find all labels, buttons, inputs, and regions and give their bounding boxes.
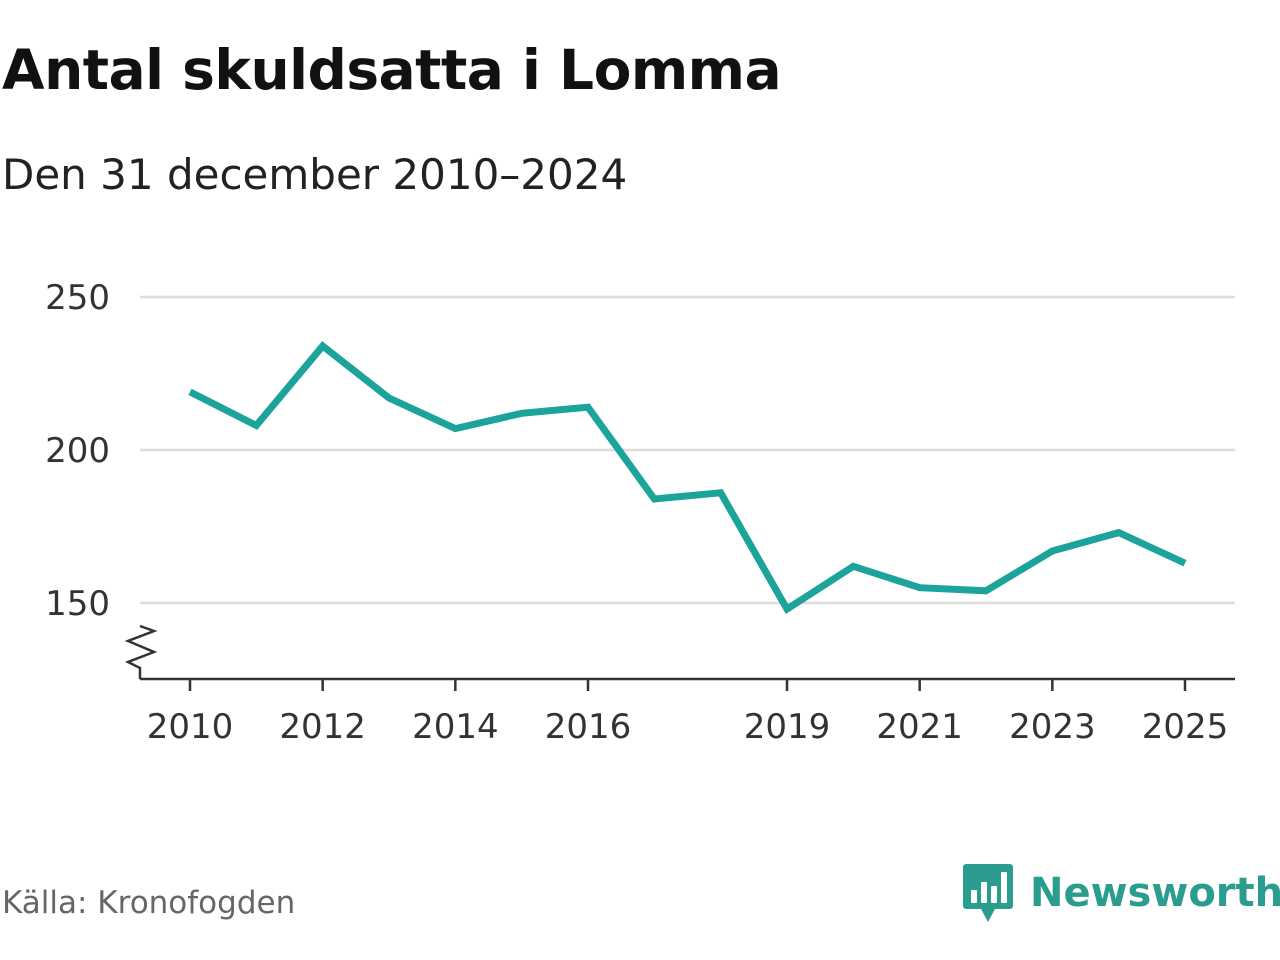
brand-name: Newsworthy	[1030, 870, 1280, 916]
x-tick-label: 2023	[1009, 707, 1096, 747]
grid-layer	[140, 295, 1235, 605]
brand-logo: Newsworthy	[962, 862, 1280, 924]
x-tick-label: 2014	[412, 707, 499, 747]
data-point-2025	[1182, 560, 1189, 567]
newsworthy-logo-icon	[963, 864, 1013, 922]
chart-title: Antal skuldsatta i Lomma	[2, 38, 782, 102]
data-point-2013	[386, 394, 393, 401]
y-tick-label: 200	[45, 431, 110, 471]
data-point-2011	[253, 422, 260, 429]
data-point-2015	[518, 410, 525, 417]
y-axis-ticks: 150 200 250	[45, 278, 110, 624]
x-axis	[124, 624, 1235, 681]
data-points	[187, 342, 1189, 612]
source-note: Källa: Kronofogden	[2, 885, 296, 921]
data-point-2021	[916, 584, 923, 591]
x-tick-label: 2019	[744, 707, 831, 747]
data-point-2017	[651, 495, 658, 502]
x-axis-ticks: 2010 2012 2014 2016 2019 2021 2023 2025	[147, 679, 1229, 747]
data-point-2018	[717, 489, 724, 496]
data-point-2024	[1115, 529, 1122, 536]
data-point-2019	[784, 606, 791, 613]
x-tick-label: 2025	[1142, 707, 1229, 747]
x-tick-label: 2010	[147, 707, 234, 747]
y-tick-label: 150	[45, 584, 110, 624]
x-tick-label: 2016	[545, 707, 632, 747]
data-point-2020	[850, 563, 857, 570]
data-point-2012	[319, 342, 326, 349]
y-tick-label: 250	[45, 278, 110, 318]
chart-subtitle: Den 31 december 2010–2024	[2, 150, 628, 199]
x-tick-label: 2012	[279, 707, 366, 747]
data-point-2016	[585, 404, 592, 411]
series-line	[188, 341, 1187, 615]
x-tick-label: 2021	[876, 707, 963, 747]
data-point-2014	[452, 425, 459, 432]
data-point-2010	[187, 388, 194, 395]
data-point-2022	[983, 587, 990, 594]
axis-break-icon	[124, 624, 158, 679]
data-point-2023	[1049, 547, 1056, 554]
